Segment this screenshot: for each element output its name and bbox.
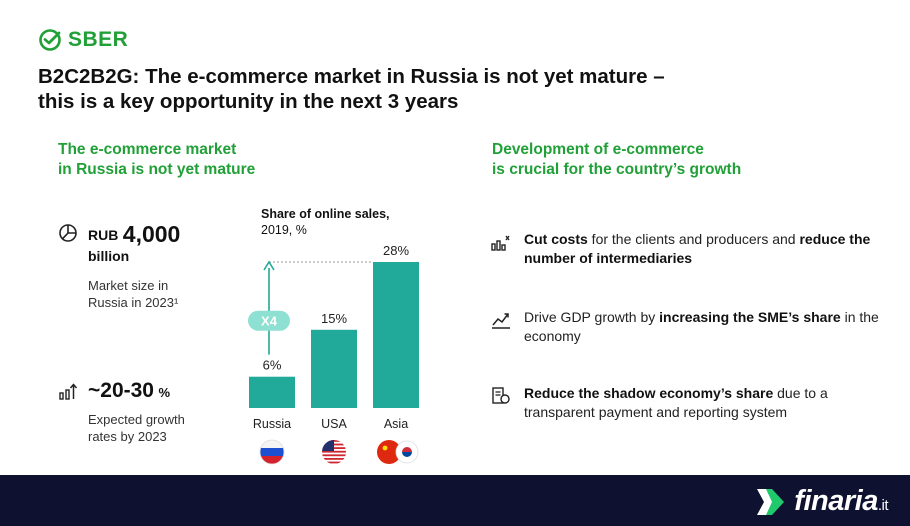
- value-label: 28%: [383, 243, 409, 258]
- sber-logo: SBER: [38, 28, 128, 52]
- x4-label: X4: [261, 314, 278, 329]
- brand-name: finaria: [794, 485, 878, 517]
- bullet-regular: for the clients and producers and: [587, 231, 800, 247]
- right-title-line-1: Development of e-commerce: [492, 141, 704, 158]
- title-line-2: this is a key opportunity in the next 3 …: [38, 90, 459, 113]
- growth-number: ~20-30: [88, 379, 154, 402]
- finaria-logo-icon: [757, 488, 785, 515]
- market-size-desc-2: Russia in 2023¹: [88, 295, 179, 310]
- bullet-shadow-economy: Reduce the shadow economy’s share due to…: [490, 384, 880, 422]
- footer-bar: finaria.it: [0, 475, 910, 526]
- left-title-line-1: The e-commerce market: [58, 141, 237, 158]
- left-section-title: The e-commerce market in Russia is not y…: [58, 140, 358, 180]
- bullet-bold: reduce the number of intermediaries: [524, 231, 871, 266]
- growth-value: ~20-30 %: [88, 379, 170, 403]
- pie-chart-icon: [59, 224, 77, 242]
- online-sales-bar-chart: 6% Russia 15% USA 28% Asia X4: [248, 243, 419, 465]
- bullet-text: Reduce the shadow economy’s share due to…: [524, 384, 880, 422]
- growth-desc-1: Expected growth: [88, 412, 185, 427]
- bar-asia: [373, 262, 419, 408]
- market-size-desc: Market size in Russia in 2023¹: [88, 277, 178, 311]
- growth-desc-2: rates by 2023: [88, 429, 167, 444]
- category-label: Russia: [253, 417, 291, 431]
- bullet-bold: increasing the SME’s share: [659, 309, 841, 325]
- bar-usa: [311, 329, 357, 408]
- bullet-bold: Cut costs: [524, 231, 588, 247]
- market-size-desc-1: Market size in: [88, 278, 169, 293]
- bullet-gdp-growth: Drive GDP growth by increasing the SME’s…: [490, 308, 880, 346]
- finaria-brand[interactable]: finaria.it: [754, 485, 889, 518]
- left-title-line-2: in Russia is not yet mature: [58, 161, 256, 178]
- document-icon: [492, 387, 510, 404]
- chart-subtitle: 2019, %: [261, 223, 307, 237]
- bullet-regular: Drive GDP growth by: [524, 309, 660, 325]
- finaria-wordmark: finaria.it: [794, 485, 888, 518]
- sber-logo-icon: [39, 29, 61, 51]
- right-section-title: Development of e-commerce is crucial for…: [492, 140, 812, 180]
- currency-label: RUB: [88, 227, 119, 243]
- right-title-line-2: is crucial for the country’s growth: [492, 161, 742, 178]
- brand-suffix: .it: [877, 497, 889, 514]
- logo-text: SBER: [68, 28, 129, 51]
- usa-flag-icon: [322, 440, 346, 464]
- bar-russia: [249, 376, 295, 408]
- bullet-regular: due to a transparent payment and reporti…: [524, 385, 828, 420]
- bullet-regular: in the economy: [524, 309, 879, 344]
- growth-unit: %: [158, 385, 170, 400]
- arrow-head-icon: [263, 260, 275, 271]
- bullet-bold: Reduce the shadow economy’s share: [524, 385, 774, 401]
- chart-title-main: Share of online sales,: [261, 207, 390, 221]
- market-size-value: RUB 4,000: [88, 221, 180, 248]
- chart-title: Share of online sales, 2019, %: [261, 206, 390, 238]
- china-korea-flag-icons: [377, 440, 419, 464]
- russia-flag-icon: [259, 439, 285, 465]
- growth-desc: Expected growth rates by 2023: [88, 411, 185, 445]
- cost-icon: [491, 235, 510, 251]
- category-label: USA: [321, 417, 347, 431]
- title-line-1: B2C2B2G: The e-commerce market in Russia…: [38, 65, 665, 88]
- bullet-text: Cut costs for the clients and producers …: [524, 230, 880, 268]
- category-label: Asia: [384, 417, 408, 431]
- bullet-text: Drive GDP growth by increasing the SME’s…: [524, 308, 880, 346]
- growth-chart-icon: [492, 313, 510, 329]
- value-label: 15%: [321, 311, 347, 326]
- bullet-cut-costs: Cut costs for the clients and producers …: [490, 230, 880, 268]
- page-title: B2C2B2G: The e-commerce market in Russia…: [38, 64, 858, 114]
- market-size-unit: billion: [88, 248, 130, 264]
- x4-badge: [248, 310, 290, 331]
- value-label: 6%: [263, 358, 282, 373]
- market-size-number: 4,000: [122, 221, 181, 247]
- growth-bars-icon: [59, 383, 78, 400]
